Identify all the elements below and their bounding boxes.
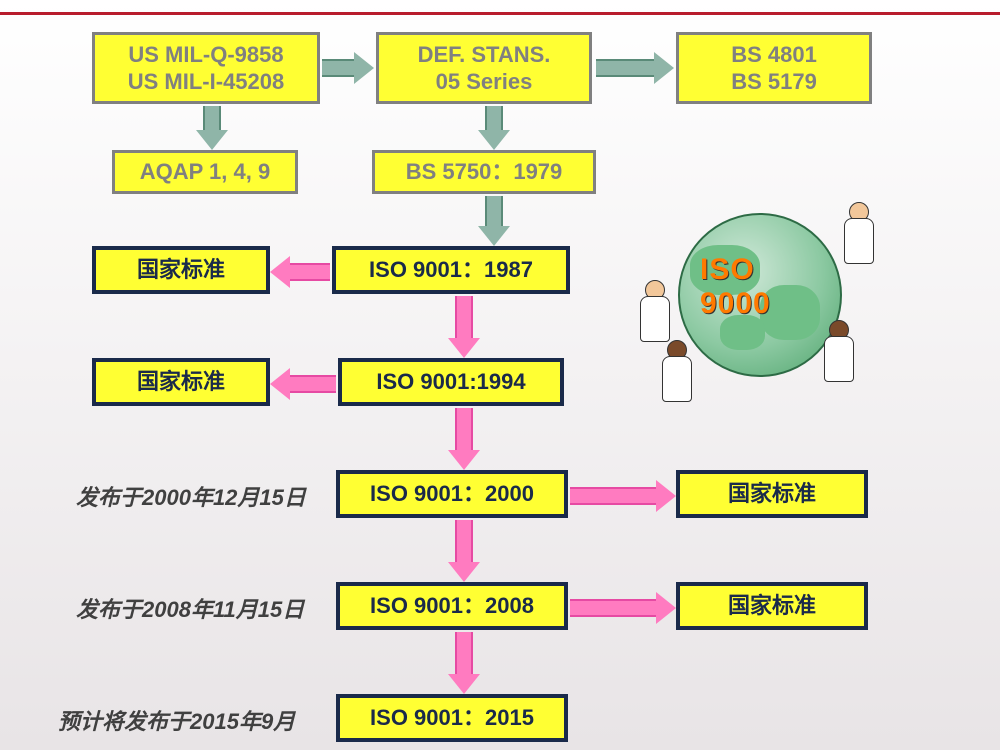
arrow-down	[478, 106, 510, 148]
person-icon	[818, 320, 860, 390]
box-iso94: ISO 9001:1994	[338, 358, 564, 406]
arrow-down	[448, 296, 480, 356]
box-bs4801: BS 4801BS 5179	[676, 32, 872, 104]
arrow-right	[322, 52, 372, 84]
box-defst: DEF. STANS.05 Series	[376, 32, 592, 104]
box-bs5750: BS 5750：1979	[372, 150, 596, 194]
box-line: ISO 9001：1987	[369, 256, 533, 284]
box-line: AQAP 1, 4, 9	[140, 158, 270, 186]
iso9000-globe-graphic: ISO 9000	[640, 190, 880, 400]
box-line: 国家标准	[728, 480, 816, 508]
box-gj4: 国家标准	[676, 582, 868, 630]
caption-c2015: 预计将发布于2015年9月	[58, 704, 295, 736]
box-iso87: ISO 9001：1987	[332, 246, 570, 294]
box-line: 05 Series	[436, 68, 533, 96]
box-line: ISO 9001：2000	[370, 480, 534, 508]
box-iso15: ISO 9001：2015	[336, 694, 568, 742]
box-line: US MIL-I-45208	[128, 68, 285, 96]
top-rule	[0, 12, 1000, 15]
person-icon	[838, 202, 880, 272]
box-aqap: AQAP 1, 4, 9	[112, 150, 298, 194]
caption-c2000: 发布于2000年12月15日	[76, 480, 306, 512]
box-line: ISO 9001:1994	[376, 368, 525, 396]
person-icon	[656, 340, 698, 410]
arrow-right	[596, 52, 672, 84]
arrow-left	[272, 368, 336, 400]
box-usmil: US MIL-Q-9858US MIL-I-45208	[92, 32, 320, 104]
box-line: ISO 9001：2015	[370, 704, 534, 732]
arrow-down	[196, 106, 228, 148]
arrow-down	[448, 520, 480, 580]
caption-c2008: 发布于2008年11月15日	[76, 592, 304, 624]
box-line: BS 4801	[731, 41, 817, 69]
arrow-right	[570, 592, 674, 624]
arrow-left	[272, 256, 330, 288]
arrow-down	[478, 196, 510, 244]
box-gj2: 国家标准	[92, 358, 270, 406]
box-line: 国家标准	[728, 592, 816, 620]
arrow-down	[448, 408, 480, 468]
box-iso00: ISO 9001：2000	[336, 470, 568, 518]
box-line: 国家标准	[137, 368, 225, 396]
box-line: US MIL-Q-9858	[128, 41, 283, 69]
box-line: DEF. STANS.	[418, 41, 551, 69]
box-line: ISO 9001：2008	[370, 592, 534, 620]
box-line: BS 5750：1979	[406, 158, 563, 186]
globe-label: ISO 9000	[700, 253, 820, 321]
arrow-right	[570, 480, 674, 512]
box-iso08: ISO 9001：2008	[336, 582, 568, 630]
box-gj1: 国家标准	[92, 246, 270, 294]
box-gj3: 国家标准	[676, 470, 868, 518]
box-line: 国家标准	[137, 256, 225, 284]
box-line: BS 5179	[731, 68, 817, 96]
arrow-down	[448, 632, 480, 692]
